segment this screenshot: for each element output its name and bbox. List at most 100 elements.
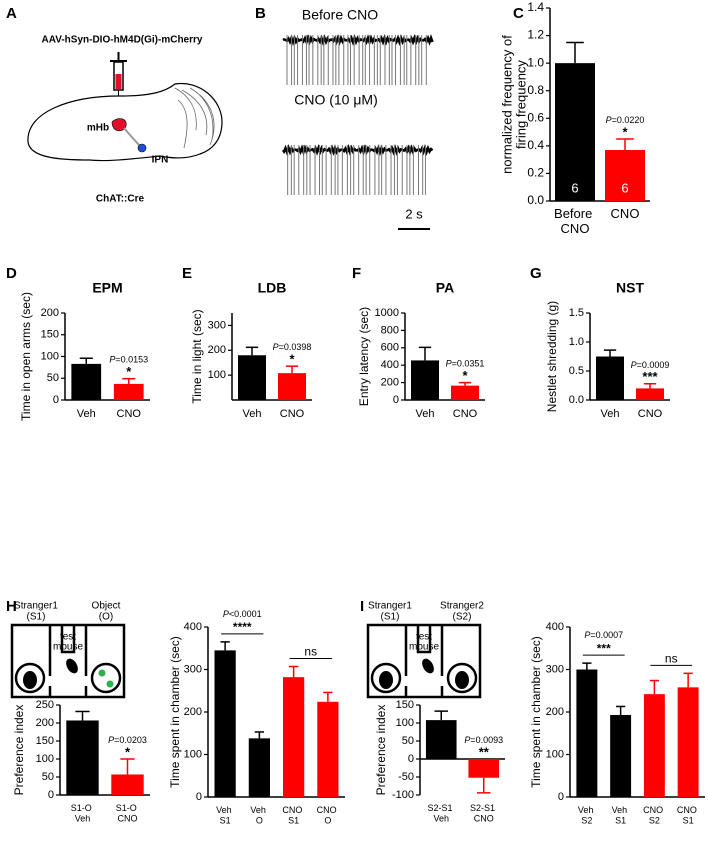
y-tick-label: 0 — [393, 394, 399, 406]
bar — [643, 694, 665, 797]
y-tick-label: 0.6 — [527, 110, 544, 124]
y-tick-label: 50 — [42, 771, 54, 783]
vector-label: AAV-hSyn-DIO-hM4D(Gi)-mCherry — [42, 35, 203, 46]
chart-title: LDB — [258, 280, 287, 296]
mouse-icon — [66, 658, 78, 674]
y-axis-label: Entry latency (sec) — [357, 307, 371, 406]
p-value: P=0.0398 — [273, 343, 312, 353]
significance: ** — [479, 744, 490, 759]
chamber-label: Stranger2 — [440, 601, 484, 612]
y-tick-label: 1.0 — [527, 55, 544, 69]
bar — [555, 63, 595, 202]
y-tick-label: 1.0 — [569, 336, 584, 348]
p-value: P=0.0093 — [464, 735, 503, 745]
chamber-label: (S1) — [27, 612, 46, 623]
y-tick-label: 100 — [546, 748, 564, 760]
bar — [248, 738, 270, 797]
trace-baseline — [281, 144, 434, 156]
y-axis-label: firing frequency — [513, 60, 528, 149]
y-tick-label: 600 — [381, 342, 399, 354]
bar — [610, 714, 632, 797]
x-tick-label: S2-S1 CNO — [470, 803, 498, 823]
p-value: P=0.0007 — [584, 631, 623, 641]
bar — [317, 701, 339, 797]
bar — [278, 373, 306, 400]
significance: *** — [597, 641, 611, 655]
bar — [451, 385, 479, 400]
chamber-label: (S2) — [453, 612, 472, 623]
y-tick-label: 200 — [381, 377, 399, 389]
trace-label: Before CNO — [302, 7, 378, 23]
x-tick-label: Before CNO — [554, 206, 596, 236]
y-tick-label: 100 — [396, 717, 414, 729]
y-tick-label: 250 — [36, 699, 54, 711]
panel-label: F — [352, 265, 361, 282]
x-tick-label: CNO — [638, 408, 663, 420]
significance: * — [125, 744, 131, 759]
y-tick-label: 150 — [36, 735, 54, 747]
y-tick-label: 150 — [396, 699, 414, 711]
y-tick-label: 200 — [184, 706, 202, 718]
center-label: mouse — [409, 642, 439, 653]
object-icon — [98, 669, 106, 677]
significance: * — [462, 368, 468, 383]
x-tick-label: Veh S1 — [216, 805, 234, 825]
y-tick-label: 0 — [196, 791, 202, 803]
significance: ns — [304, 645, 317, 659]
y-axis-label: Preference index — [374, 705, 388, 796]
y-tick-label: -50 — [398, 771, 414, 783]
x-tick-label: Veh — [416, 408, 435, 420]
y-tick-label: 50 — [402, 735, 414, 747]
y-axis-label: Time spent in chamber (sec) — [529, 636, 543, 788]
mouse-line-label: ChAT::Cre — [96, 194, 145, 205]
panel-label: B — [255, 5, 266, 22]
y-tick-label: 1.5 — [569, 307, 584, 319]
n-label: 6 — [571, 180, 578, 195]
mouse-icon — [422, 658, 434, 674]
y-tick-label: 400 — [546, 621, 564, 633]
y-axis-label: Preference index — [12, 705, 26, 796]
bar — [596, 356, 624, 400]
panel-label: H — [6, 598, 17, 615]
chamber-label: Object — [92, 601, 121, 612]
x-tick-label: CNO — [611, 206, 640, 221]
panel-label: E — [182, 265, 192, 282]
chamber-label: Stranger1 — [14, 601, 58, 612]
bar — [576, 669, 598, 797]
x-tick-label: CNO S1 — [282, 805, 305, 825]
panel-label: I — [360, 598, 364, 615]
region-label: IPN — [152, 155, 169, 166]
object-icon — [106, 680, 114, 688]
y-tick-label: 1000 — [375, 307, 399, 319]
p-value: P=0.0009 — [631, 360, 670, 370]
three-chamber-diagram: Stranger1 (S1) Stranger2 (S2) test mouse — [366, 601, 484, 699]
panel-label: C — [513, 5, 524, 22]
three-chamber-diagram: Stranger1 (S1) Object (O) test mouse — [10, 601, 126, 699]
bar — [111, 774, 144, 795]
y-tick-label: 0.0 — [569, 394, 584, 406]
bar — [425, 720, 457, 759]
cage — [90, 662, 122, 694]
y-axis-label: Nestlet shredding (g) — [545, 301, 559, 412]
y-tick-label: 50 — [47, 372, 59, 384]
mouse-icon — [455, 671, 469, 689]
x-tick-label: CNO O — [317, 805, 340, 825]
ipn-region — [137, 143, 147, 153]
chart-title: PA — [436, 280, 454, 296]
bar — [238, 355, 266, 400]
y-tick-label: 100 — [184, 748, 202, 760]
x-tick-label: S2-S1 Veh — [427, 803, 455, 823]
p-value: P=0.0153 — [109, 355, 148, 365]
y-tick-label: 200 — [36, 717, 54, 729]
y-tick-label: 100 — [208, 369, 226, 381]
y-tick-label: 100 — [41, 350, 59, 362]
n-label: 6 — [621, 180, 628, 195]
significance: * — [289, 352, 295, 367]
x-tick-label: Veh S1 — [612, 805, 630, 825]
y-tick-label: 1.4 — [527, 0, 544, 14]
x-tick-label: Veh O — [250, 805, 268, 825]
x-tick-label: CNO S1 — [677, 805, 700, 825]
y-tick-label: 400 — [381, 359, 399, 371]
x-tick-label: Veh — [243, 408, 262, 420]
